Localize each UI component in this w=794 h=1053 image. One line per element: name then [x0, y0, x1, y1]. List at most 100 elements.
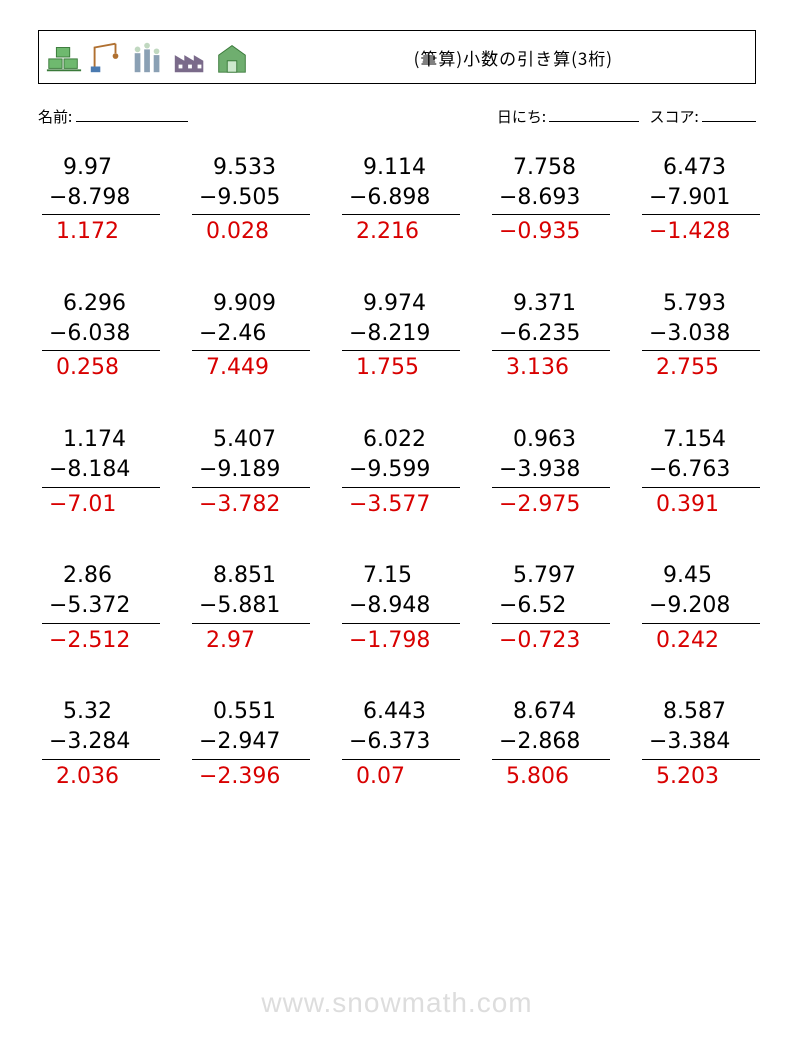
rule-line — [192, 214, 310, 215]
score-blank[interactable] — [702, 106, 756, 122]
subtrahend: −8.693 — [492, 183, 580, 213]
minuend: 9.909 — [192, 289, 276, 319]
header-icons — [45, 37, 251, 77]
name-field: 名前: — [38, 106, 188, 127]
answer: −7.01 — [42, 490, 116, 520]
date-blank[interactable] — [549, 106, 639, 122]
answer: 1.755 — [342, 353, 419, 383]
problem: 9.909 −2.46 7.449 — [192, 289, 310, 383]
subtrahend: −3.038 — [642, 319, 730, 349]
rule-line — [342, 350, 460, 351]
rule-line — [642, 214, 760, 215]
rule-line — [492, 350, 610, 351]
minuend: 8.587 — [642, 697, 726, 727]
problem: 2.86 −5.372 −2.512 — [42, 561, 160, 655]
answer: −3.577 — [342, 490, 430, 520]
problem: 5.797 −6.52 −0.723 — [492, 561, 610, 655]
problem: 9.97 −8.798 1.172 — [42, 153, 160, 247]
rule-line — [42, 623, 160, 624]
problem: 7.758 −8.693 −0.935 — [492, 153, 610, 247]
rule-line — [42, 759, 160, 760]
answer: −2.975 — [492, 490, 580, 520]
answer: −1.428 — [642, 217, 730, 247]
subtrahend: −8.184 — [42, 455, 130, 485]
subtrahend: −3.384 — [642, 727, 730, 757]
answer: 3.136 — [492, 353, 569, 383]
rule-line — [642, 487, 760, 488]
answer: 5.203 — [642, 762, 719, 792]
answer: 2.97 — [192, 626, 255, 656]
minuend: 7.15 — [342, 561, 412, 591]
rule-line — [192, 487, 310, 488]
subtrahend: −9.599 — [342, 455, 430, 485]
problem: 6.022 −9.599 −3.577 — [342, 425, 460, 519]
rule-line — [642, 759, 760, 760]
problem: 9.114 −6.898 2.216 — [342, 153, 460, 247]
rule-line — [42, 487, 160, 488]
worksheet-page: (筆算)小数の引き算(3桁) 名前: 日にち: スコア: 9.97 −8.798… — [0, 0, 794, 1053]
problem: 9.533 −9.505 0.028 — [192, 153, 310, 247]
problem: 0.963 −3.938 −2.975 — [492, 425, 610, 519]
subtrahend: −9.208 — [642, 591, 730, 621]
score-field: スコア: — [649, 106, 756, 127]
answer: 2.216 — [342, 217, 419, 247]
rule-line — [342, 487, 460, 488]
answer: −3.782 — [192, 490, 280, 520]
subtrahend: −2.947 — [192, 727, 280, 757]
problem: 1.174 −8.184 −7.01 — [42, 425, 160, 519]
chimneys-icon — [129, 37, 167, 77]
rule-line — [192, 350, 310, 351]
minuend: 8.674 — [492, 697, 576, 727]
minuend: 0.963 — [492, 425, 576, 455]
rule-line — [492, 623, 610, 624]
minuend: 9.533 — [192, 153, 276, 183]
watermark: www.snowmath.com — [0, 987, 794, 1019]
factory-icon — [171, 37, 209, 77]
minuend: 1.174 — [42, 425, 126, 455]
minuend: 9.114 — [342, 153, 426, 183]
rule-line — [342, 623, 460, 624]
answer: −1.798 — [342, 626, 430, 656]
rule-line — [492, 214, 610, 215]
containers-icon — [45, 37, 83, 77]
warehouse-icon — [213, 37, 251, 77]
worksheet-title: (筆算)小数の引き算(3桁) — [414, 45, 743, 70]
name-label: 名前: — [38, 106, 72, 127]
minuend: 7.154 — [642, 425, 726, 455]
minuend: 5.797 — [492, 561, 576, 591]
problem: 5.407 −9.189 −3.782 — [192, 425, 310, 519]
subtrahend: −3.284 — [42, 727, 130, 757]
name-blank[interactable] — [76, 106, 188, 122]
subtrahend: −6.52 — [492, 591, 566, 621]
answer: −0.723 — [492, 626, 580, 656]
problem: 6.443 −6.373 0.07 — [342, 697, 460, 791]
minuend: 9.974 — [342, 289, 426, 319]
answer: 7.449 — [192, 353, 269, 383]
problem: 0.551 −2.947 −2.396 — [192, 697, 310, 791]
problem: 9.974 −8.219 1.755 — [342, 289, 460, 383]
rule-line — [192, 759, 310, 760]
answer: 2.755 — [642, 353, 719, 383]
subtrahend: −5.881 — [192, 591, 280, 621]
minuend: 5.32 — [42, 697, 112, 727]
rule-line — [492, 759, 610, 760]
minuend: 6.473 — [642, 153, 726, 183]
answer: 1.172 — [42, 217, 119, 247]
subtrahend: −5.372 — [42, 591, 130, 621]
minuend: 6.296 — [42, 289, 126, 319]
minuend: 9.45 — [642, 561, 712, 591]
rule-line — [42, 350, 160, 351]
subtrahend: −9.189 — [192, 455, 280, 485]
problem: 6.296 −6.038 0.258 — [42, 289, 160, 383]
subtrahend: −6.763 — [642, 455, 730, 485]
answer: 5.806 — [492, 762, 569, 792]
problem: 9.371 −6.235 3.136 — [492, 289, 610, 383]
meta-row: 名前: 日にち: スコア: — [38, 106, 756, 127]
subtrahend: −6.038 — [42, 319, 130, 349]
rule-line — [642, 350, 760, 351]
date-label: 日にち: — [497, 106, 546, 127]
answer: 2.036 — [42, 762, 119, 792]
minuend: 6.443 — [342, 697, 426, 727]
rule-line — [192, 623, 310, 624]
minuend: 5.407 — [192, 425, 276, 455]
